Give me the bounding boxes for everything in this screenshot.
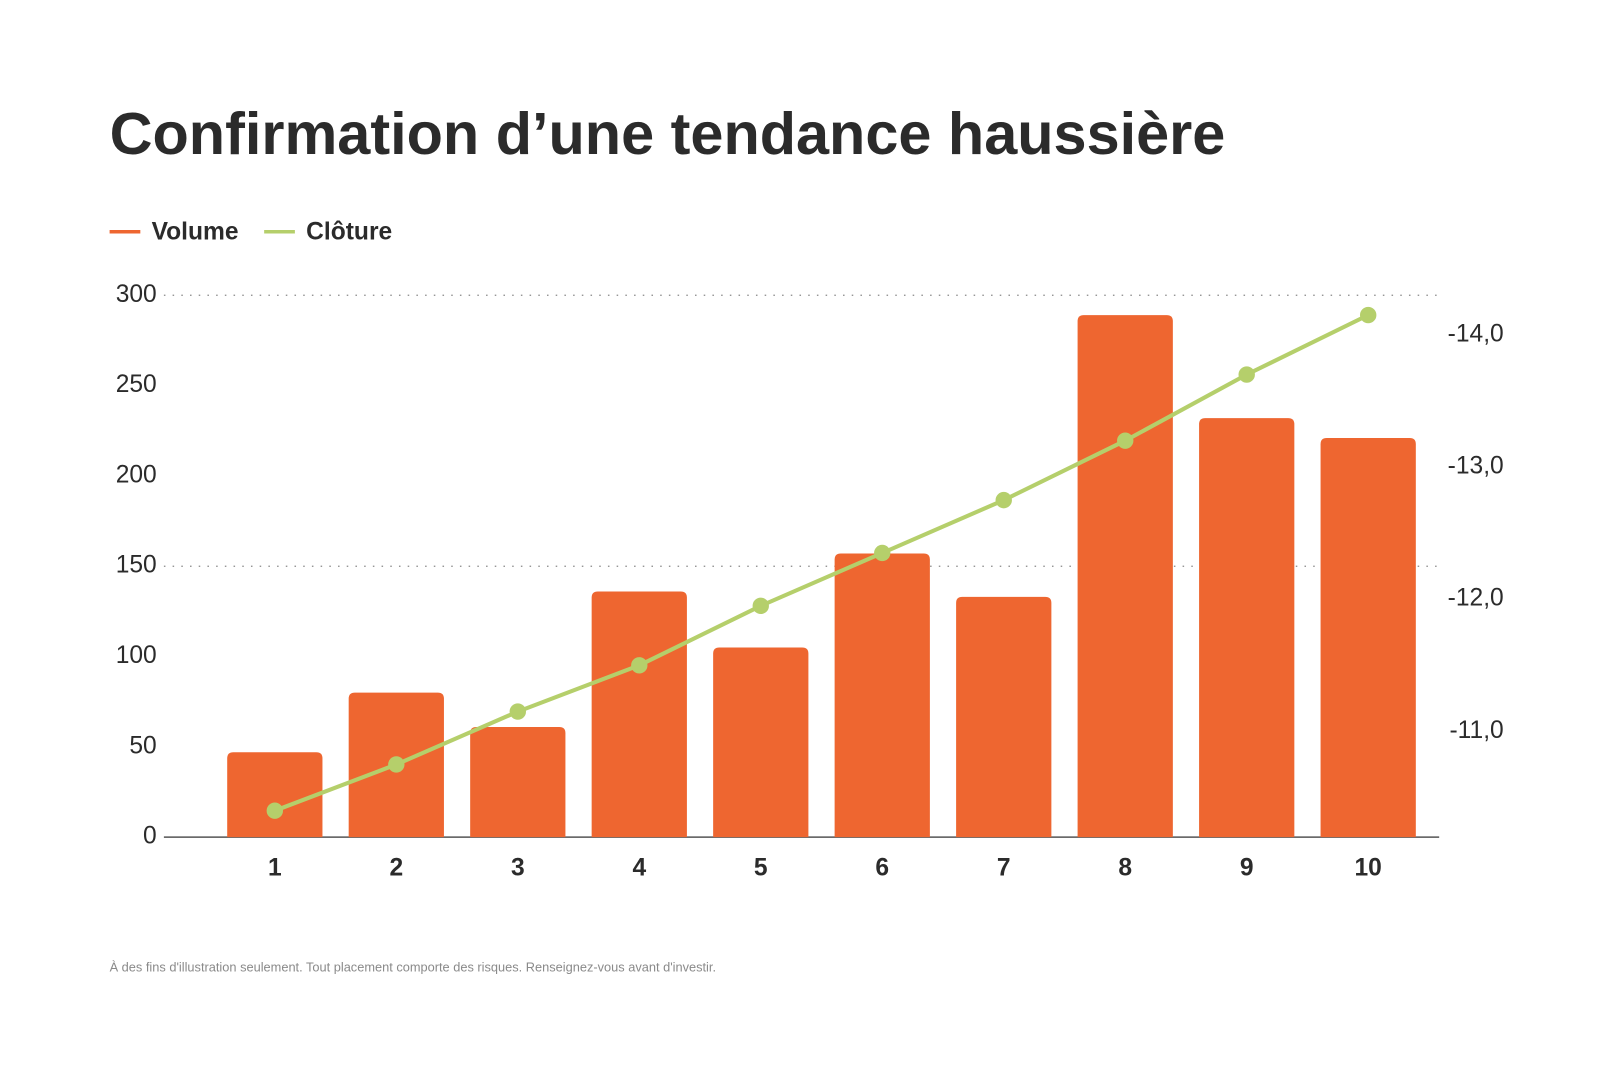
y-tick-label: 50 [129, 732, 156, 759]
x-tick-label: 4 [632, 854, 646, 881]
x-tick-label: 2 [389, 854, 403, 881]
line-point [509, 703, 526, 720]
line-point [1238, 366, 1255, 383]
line-point [631, 657, 648, 674]
x-tick-label: 1 [268, 854, 282, 881]
y-tick-label: 250 [116, 371, 157, 398]
bar [713, 647, 809, 838]
line [274, 313, 1370, 813]
y-tick-label: 150 [116, 552, 157, 579]
x-tick-label: 6 [875, 854, 889, 881]
bar [834, 553, 930, 838]
line-point [266, 802, 284, 819]
bar [1320, 437, 1416, 838]
bar [956, 596, 1052, 838]
y-tick-label: 200 [116, 461, 157, 488]
bar [470, 726, 566, 838]
x-tick-label: 8 [1118, 854, 1132, 881]
footnote: À des fins d'illustration seulement. Tou… [110, 960, 716, 975]
y-tick-label: 300 [116, 281, 157, 308]
y2-tick-label: -12,0 [1448, 585, 1504, 612]
bar [1077, 315, 1173, 838]
x-tick-label: 10 [1355, 854, 1382, 881]
bar [1199, 418, 1295, 838]
x-tick-label: 9 [1240, 854, 1254, 881]
x-tick-label: 7 [997, 854, 1011, 881]
y-tick-label: 100 [116, 642, 157, 669]
y2-tick-label: -14,0 [1448, 320, 1504, 347]
line-point [1360, 306, 1377, 324]
y2-tick-label: -13,0 [1448, 453, 1504, 480]
line-point [388, 756, 405, 773]
line-point [752, 597, 769, 615]
bar [591, 591, 687, 838]
legend-label: Volume [152, 218, 239, 245]
legend-label: Clôture [306, 218, 392, 245]
line-point [874, 544, 891, 562]
bar [227, 752, 323, 838]
line-point [995, 491, 1012, 509]
x-tick-label: 5 [754, 854, 768, 881]
y-tick-label: 0 [143, 823, 157, 850]
x-tick-label: 3 [511, 854, 525, 881]
line-point [1117, 432, 1134, 449]
chart-title: Confirmation d’une tendance haussière [110, 100, 1226, 167]
y2-tick-label: -11,0 [1450, 717, 1504, 744]
